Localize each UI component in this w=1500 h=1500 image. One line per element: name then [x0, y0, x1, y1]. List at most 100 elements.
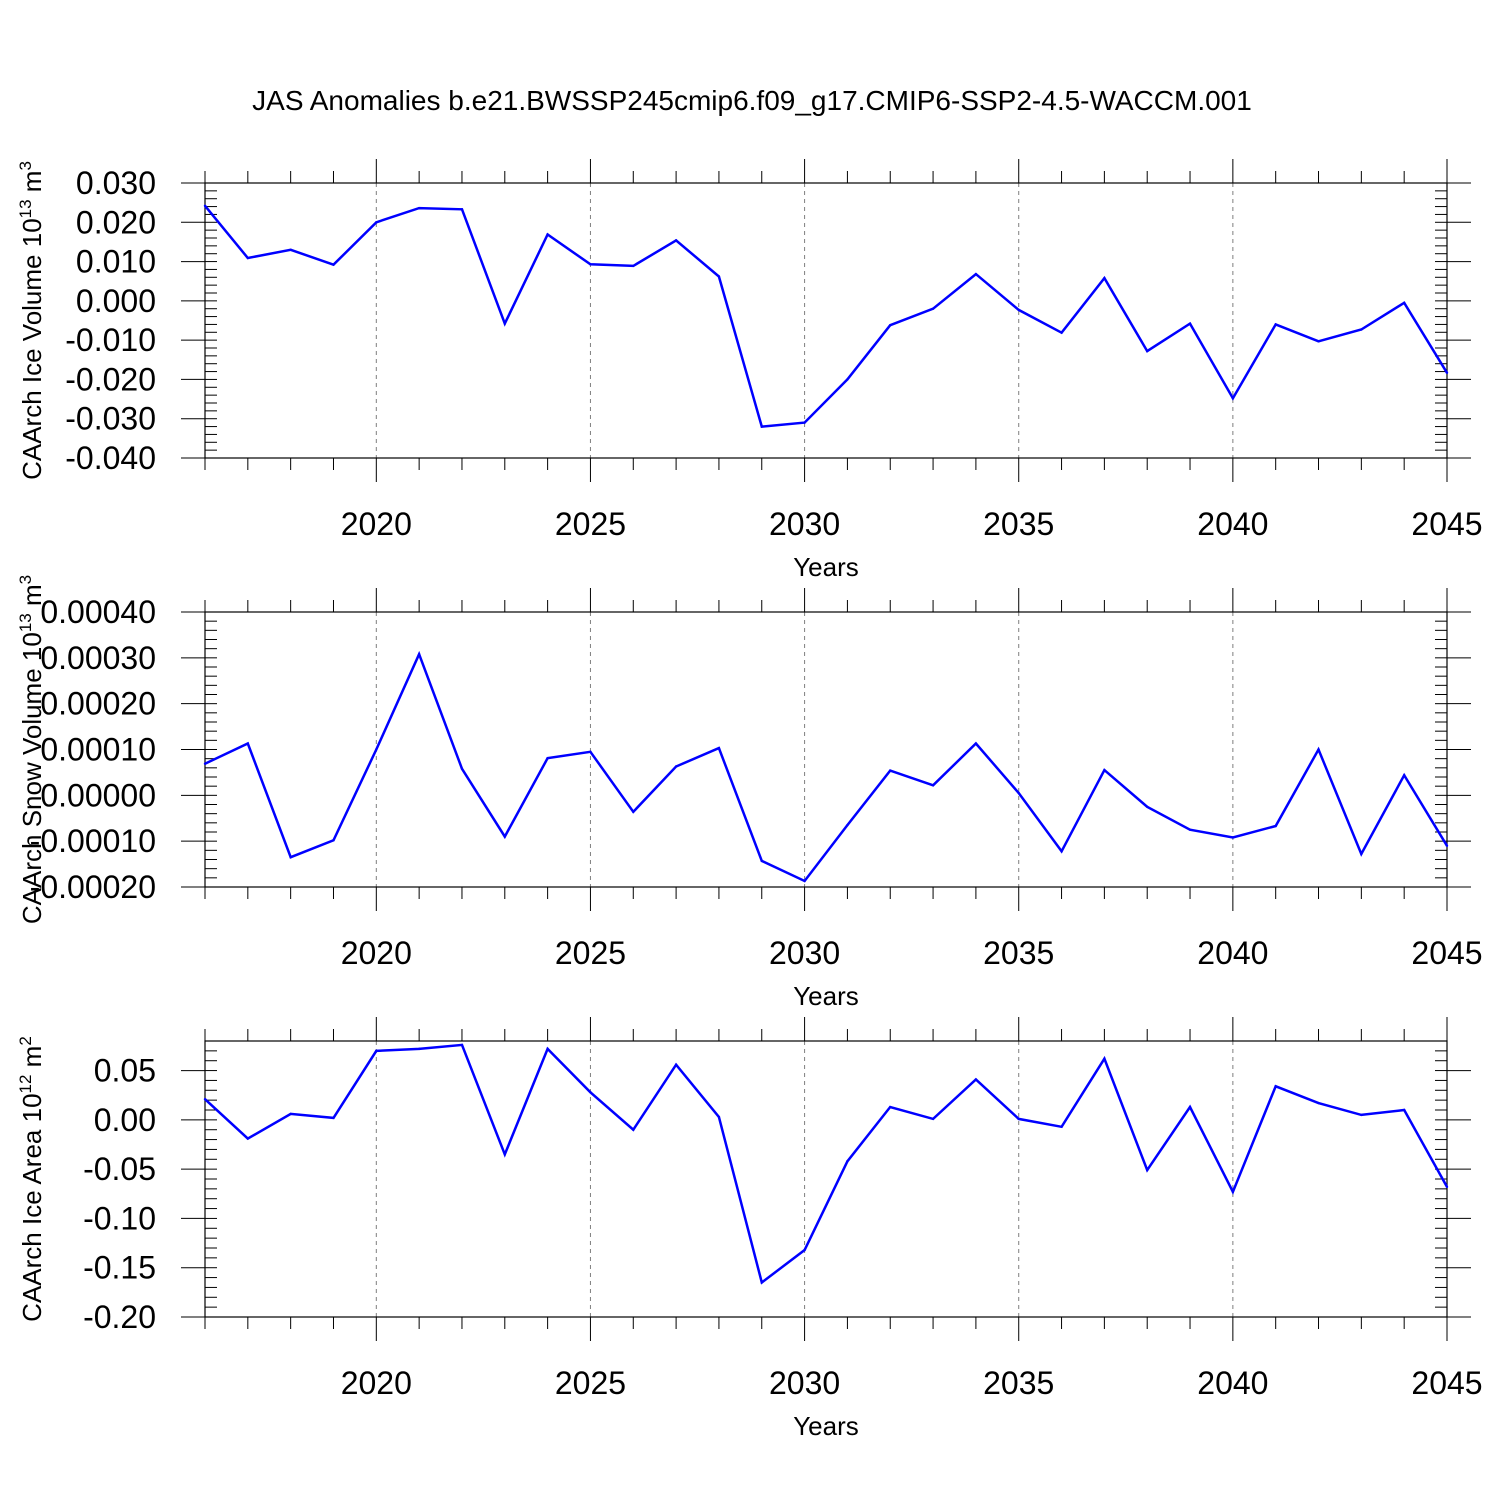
- data-point-2037: [1103, 1057, 1106, 1060]
- data-point-2040: [1231, 397, 1235, 400]
- x-tick-label: 2020: [341, 506, 412, 542]
- data-point-2039: [1188, 1105, 1192, 1109]
- data-point-2024: [546, 233, 549, 236]
- y-axis-title-main: CAArch Ice Volume 10: [17, 218, 47, 480]
- data-point-2029: [760, 1281, 763, 1284]
- data-point-2025: [589, 1091, 592, 1094]
- y-tick-label: 0.010: [76, 244, 156, 280]
- x-tick-label: 2035: [983, 935, 1054, 971]
- x-tick-label: 2020: [341, 1365, 412, 1401]
- y-axis-title-main: CAArch Snow Volume 10: [17, 632, 47, 924]
- y-tick-label: 0.030: [76, 165, 156, 201]
- y-tick-label: -0.10: [83, 1200, 156, 1236]
- data-point-2034: [974, 742, 978, 745]
- y-tick-label: -0.040: [65, 440, 156, 476]
- series-line-0: [204, 650, 1449, 883]
- x-tick-label: 2040: [1197, 506, 1268, 542]
- data-point-2016: [203, 1097, 207, 1101]
- y-tick-label: -0.010: [65, 322, 156, 358]
- data-point-2045: [1445, 371, 1449, 374]
- y-tick-label: -0.00010: [30, 823, 156, 859]
- x-tick-label: 2035: [983, 1365, 1054, 1401]
- data-point-2036: [1060, 850, 1063, 853]
- data-point-2039: [1188, 322, 1192, 325]
- data-point-2016: [203, 204, 207, 207]
- data-point-2020: [375, 1049, 378, 1053]
- data-point-2043: [1360, 1113, 1363, 1117]
- data-point-2037: [1103, 768, 1106, 772]
- data-point-2040: [1231, 836, 1235, 839]
- x-tick-label: 2025: [555, 935, 626, 971]
- y-axis-title-exponent: 12: [16, 1075, 35, 1094]
- data-point-2017: [246, 1137, 250, 1140]
- x-tick-label: 2040: [1197, 1365, 1268, 1401]
- data-point-2026: [632, 810, 635, 814]
- data-point-2025: [589, 750, 592, 753]
- y-axis-title-main: CAArch Ice Area 10: [17, 1093, 47, 1321]
- data-point-2028: [717, 1115, 721, 1119]
- data-point-2029: [760, 425, 763, 428]
- data-point-2023: [503, 835, 506, 838]
- data-point-2019: [332, 839, 335, 842]
- data-point-2044: [1402, 1108, 1406, 1112]
- y-axis-title-unit: m: [17, 171, 47, 200]
- data-point-2032: [889, 769, 892, 772]
- data-point-2036: [1060, 331, 1063, 334]
- x-axis-title: Years: [793, 552, 859, 582]
- data-point-2033: [931, 784, 935, 787]
- data-point-2021: [417, 206, 421, 210]
- data-point-2017: [246, 256, 250, 260]
- data-point-2033: [931, 1117, 935, 1121]
- data-point-2016: [203, 762, 207, 765]
- data-point-2030: [803, 421, 806, 424]
- data-point-2021: [417, 1047, 421, 1051]
- data-point-2042: [1317, 340, 1320, 343]
- data-point-2031: [846, 823, 849, 827]
- y-tick-label: 0.00: [94, 1102, 156, 1138]
- data-point-2020: [375, 221, 378, 224]
- data-point-2041: [1274, 323, 1277, 326]
- data-point-2034: [974, 1078, 978, 1081]
- x-tick-label: 2030: [769, 506, 840, 542]
- y-axis-title-exponent: 13: [16, 613, 35, 632]
- y-tick-label: 0.00020: [40, 686, 156, 722]
- data-point-2032: [889, 1105, 892, 1109]
- data-point-2041: [1274, 1085, 1277, 1088]
- y-tick-label: 0.00000: [40, 777, 156, 813]
- data-point-2021: [417, 652, 421, 656]
- data-point-2043: [1360, 328, 1363, 331]
- data-point-2019: [332, 263, 335, 266]
- x-tick-label: 2045: [1411, 935, 1482, 971]
- data-point-2017: [246, 742, 250, 745]
- y-axis-title-unit: m: [17, 584, 47, 613]
- data-point-2020: [375, 748, 378, 751]
- data-point-2018: [289, 1112, 292, 1116]
- data-point-2027: [674, 1063, 678, 1066]
- y-tick-label: 0.00040: [40, 594, 156, 630]
- data-point-2040: [1231, 1190, 1235, 1194]
- data-point-2018: [289, 248, 292, 251]
- data-point-2029: [760, 859, 763, 863]
- data-point-2035: [1017, 791, 1020, 795]
- data-point-2031: [846, 378, 849, 381]
- y-axis-title: CAArch Ice Area 1012 m2: [16, 1036, 47, 1322]
- data-point-2025: [589, 263, 592, 266]
- data-point-2027: [674, 765, 678, 768]
- data-point-2028: [717, 275, 721, 278]
- data-point-2018: [289, 856, 292, 859]
- y-tick-label: 0.020: [76, 204, 156, 240]
- x-tick-label: 2045: [1411, 1365, 1482, 1401]
- y-axis-title-exponent: 13: [16, 199, 35, 218]
- data-point-2041: [1274, 824, 1277, 828]
- series-line-0: [204, 1043, 1449, 1285]
- data-point-2031: [846, 1160, 849, 1163]
- y-tick-label: -0.05: [83, 1151, 156, 1187]
- x-tick-label: 2040: [1197, 935, 1268, 971]
- y-tick-label: -0.15: [83, 1250, 156, 1286]
- series-line-0: [204, 205, 1449, 428]
- data-point-2038: [1146, 349, 1149, 353]
- y-tick-label: -0.20: [83, 1299, 156, 1335]
- y-tick-label: -0.00020: [30, 869, 156, 905]
